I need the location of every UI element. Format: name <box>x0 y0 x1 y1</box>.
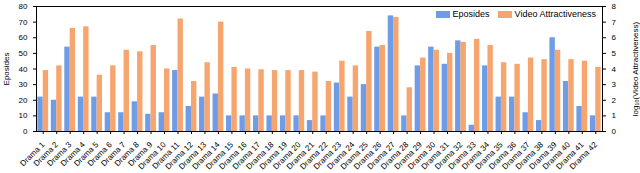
svg-text:Drama 16: Drama 16 <box>217 140 249 172</box>
html-text:Video Attractiveness: Video Attractiveness <box>514 9 596 19</box>
svg-text:Drama 42: Drama 42 <box>568 140 600 172</box>
svg-text:Drama 32: Drama 32 <box>433 140 465 172</box>
svg-text:50: 50 <box>19 49 28 58</box>
svg-text:Drama 13: Drama 13 <box>177 140 209 172</box>
svg-text:30: 30 <box>19 80 28 89</box>
svg-text:20: 20 <box>19 96 28 105</box>
svg-text:Drama 5: Drama 5 <box>72 140 101 169</box>
svg-text:Drama 10: Drama 10 <box>136 140 168 172</box>
svg-text:8: 8 <box>612 2 617 11</box>
svg-text:5: 5 <box>612 49 617 58</box>
svg-text:Drama 23: Drama 23 <box>311 140 343 172</box>
svg-text:Drama 40: Drama 40 <box>540 140 572 172</box>
svg-text:Drama 39: Drama 39 <box>527 140 559 172</box>
svg-text:Drama 35: Drama 35 <box>473 140 505 172</box>
svg-text:Drama 26: Drama 26 <box>352 140 384 172</box>
svg-text:Drama 11: Drama 11 <box>150 140 182 171</box>
svg-text:Drama 4: Drama 4 <box>58 140 87 169</box>
svg-text:Drama 14: Drama 14 <box>190 140 222 172</box>
svg-text:4: 4 <box>612 65 617 74</box>
svg-text:Drama 6: Drama 6 <box>85 140 114 169</box>
svg-text:Drama 38: Drama 38 <box>513 140 546 172</box>
svg-text:Drama 19: Drama 19 <box>257 140 289 172</box>
svg-text:Drama 34: Drama 34 <box>460 140 492 172</box>
svg-text:3: 3 <box>612 80 617 89</box>
svg-text:10: 10 <box>19 111 28 120</box>
svg-text:0: 0 <box>23 127 28 136</box>
svg-text:Drama 24: Drama 24 <box>325 140 357 172</box>
svg-text:Drama 8: Drama 8 <box>112 140 141 169</box>
svg-text:2: 2 <box>612 96 617 105</box>
svg-text:7: 7 <box>612 18 617 27</box>
svg-text:Drama 12: Drama 12 <box>163 140 195 172</box>
svg-text:6: 6 <box>612 33 617 42</box>
svg-text:Drama 2: Drama 2 <box>31 140 60 169</box>
svg-text:Eposides: Eposides <box>2 53 11 86</box>
svg-text:Drama 7: Drama 7 <box>99 140 128 169</box>
svg-text:Drama 15: Drama 15 <box>203 140 236 172</box>
svg-text:Drama 22: Drama 22 <box>298 140 330 172</box>
svg-text:Drama 1: Drama 1 <box>18 140 47 169</box>
svg-text:Drama 3: Drama 3 <box>45 140 74 169</box>
svg-text:Drama 37: Drama 37 <box>500 140 532 172</box>
svg-text:Drama 21: Drama 21 <box>284 140 316 172</box>
html-text:Eposides: Eposides <box>452 9 490 19</box>
svg-text:1: 1 <box>612 111 617 120</box>
svg-text:Drama 28: Drama 28 <box>379 140 411 172</box>
svg-text:Drama 31: Drama 31 <box>419 140 451 172</box>
svg-text:60: 60 <box>19 33 28 42</box>
svg-text:70: 70 <box>19 18 28 27</box>
svg-text:40: 40 <box>19 65 28 74</box>
svg-text:Drama 29: Drama 29 <box>392 140 424 172</box>
svg-text:Drama 17: Drama 17 <box>230 140 263 172</box>
svg-text:Drama 18: Drama 18 <box>244 140 276 172</box>
svg-text:log₁₀(Video Attractiveness): log₁₀(Video Attractiveness) <box>631 21 640 116</box>
svg-text:0: 0 <box>612 127 617 136</box>
svg-text:Drama 20: Drama 20 <box>271 140 303 172</box>
svg-text:Drama 9: Drama 9 <box>126 140 155 169</box>
svg-text:Drama 33: Drama 33 <box>446 140 478 172</box>
svg-text:Drama 36: Drama 36 <box>486 140 519 172</box>
svg-text:Drama 30: Drama 30 <box>406 140 438 172</box>
svg-text:Drama 41: Drama 41 <box>554 140 586 172</box>
svg-text:80: 80 <box>19 2 28 11</box>
svg-text:Drama 25: Drama 25 <box>338 140 370 172</box>
svg-text:Drama 27: Drama 27 <box>365 140 397 172</box>
